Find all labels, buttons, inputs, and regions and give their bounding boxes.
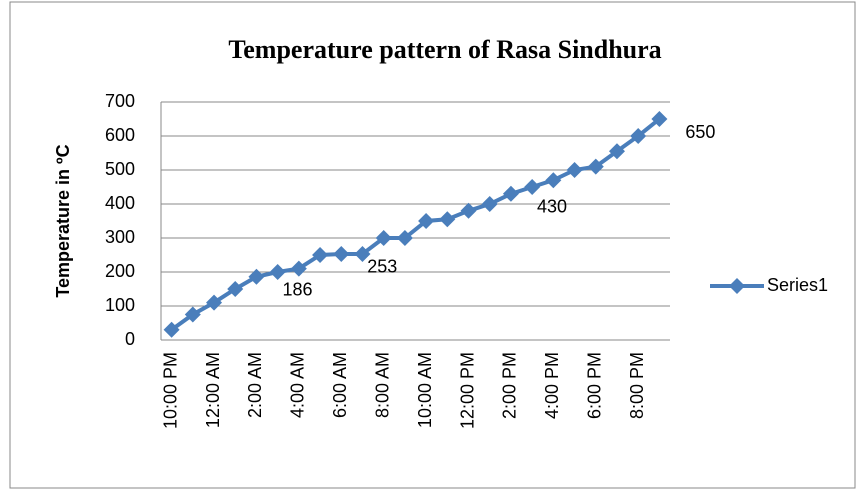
y-tick-label: 0 (125, 329, 135, 349)
x-tick-label: 6:00 PM (585, 352, 605, 419)
point-marker (418, 213, 435, 229)
point-marker (502, 185, 519, 202)
point-marker (248, 268, 265, 285)
y-tick-label: 600 (105, 125, 135, 145)
x-tick-label: 12:00 AM (203, 352, 223, 428)
point-marker (587, 158, 604, 175)
x-tick-label: 8:00 AM (372, 352, 392, 418)
y-tick-label: 100 (105, 295, 135, 315)
chart-title: Temperature pattern of Rasa Sindhura (228, 35, 661, 64)
x-tick-label: 8:00 PM (627, 352, 647, 419)
data-label: 253 (367, 257, 397, 277)
point-marker (333, 245, 350, 262)
point-marker (608, 143, 625, 160)
point-marker (184, 306, 201, 323)
x-tick-label: 2:00 PM (500, 352, 520, 419)
point-marker (630, 128, 647, 144)
point-marker (439, 211, 456, 228)
legend-label: Series1 (767, 275, 828, 295)
chart-border (9, 1, 856, 489)
point-marker (460, 202, 477, 219)
point-marker (396, 230, 413, 246)
x-tick-label: 10:00 PM (160, 352, 180, 429)
y-tick-label: 400 (105, 193, 135, 213)
point-marker (290, 260, 307, 277)
y-tick-label: 500 (105, 159, 135, 179)
data-label: 650 (685, 122, 715, 142)
point-marker (524, 179, 541, 195)
y-tick-label: 200 (105, 261, 135, 281)
x-tick-label: 4:00 PM (542, 352, 562, 419)
point-marker (566, 162, 583, 178)
series-line (170, 117, 661, 332)
point-marker (206, 294, 223, 311)
x-tick-label: 12:00 PM (457, 352, 477, 429)
x-tick-label: 4:00 AM (288, 352, 308, 418)
point-marker (312, 247, 329, 263)
point-marker (269, 264, 286, 280)
y-axis-title: Temperature in ºC (53, 144, 73, 297)
x-tick-label: 2:00 AM (245, 352, 265, 418)
point-marker (545, 172, 562, 189)
point-marker (163, 321, 180, 338)
point-marker (481, 196, 498, 212)
y-tick-label: 300 (105, 227, 135, 247)
x-tick-label: 10:00 AM (415, 352, 435, 428)
y-tick-label: 700 (105, 91, 135, 111)
point-marker (651, 111, 668, 127)
legend-marker (729, 278, 745, 294)
x-tick-label: 6:00 AM (330, 352, 350, 418)
data-label: 186 (282, 280, 312, 300)
point-marker (227, 281, 244, 297)
point-marker (354, 245, 371, 262)
data-label: 430 (537, 197, 567, 217)
point-marker (375, 230, 392, 246)
